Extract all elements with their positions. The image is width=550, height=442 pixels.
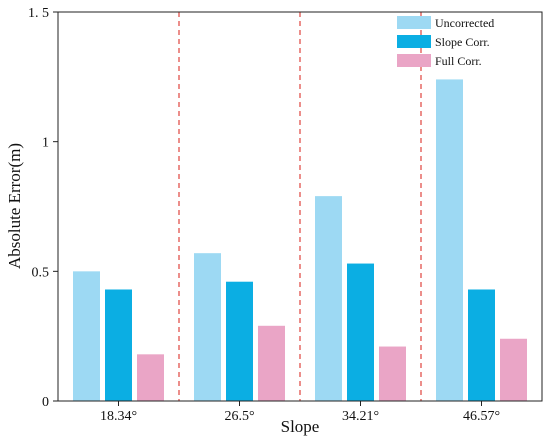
legend-label: Full Corr. — [435, 54, 482, 68]
legend-swatch — [397, 35, 431, 48]
bar — [347, 263, 374, 401]
bar — [258, 325, 285, 401]
x-tick-label: 34.21° — [342, 409, 379, 424]
bar — [500, 338, 527, 401]
bar — [379, 346, 406, 401]
y-axis-title: Absolute Error(m) — [5, 143, 24, 269]
bars-group — [73, 79, 527, 401]
x-tick-label: 46.57° — [463, 409, 500, 424]
legend-swatch — [397, 54, 431, 67]
bar — [436, 79, 463, 401]
bar — [137, 354, 164, 401]
y-tick-label: 0 — [42, 395, 49, 410]
x-tick-label: 26.5° — [224, 409, 254, 424]
y-tick-label: 0.5 — [32, 265, 50, 280]
legend-label: Uncorrected — [435, 16, 494, 30]
legend-swatch — [397, 16, 431, 29]
y-tick-label: 1 — [42, 136, 49, 151]
bar — [315, 196, 342, 401]
category-separators — [178, 12, 422, 401]
legend: Uncorrected Slope Corr. Full Corr. — [397, 16, 494, 68]
x-axis-title: Slope — [281, 417, 320, 436]
x-axis: 18.34° 26.5° 34.21° 46.57° — [100, 401, 500, 424]
bar — [105, 289, 132, 401]
x-tick-label: 18.34° — [100, 409, 137, 424]
bar — [73, 271, 100, 401]
legend-label: Slope Corr. — [435, 35, 490, 49]
bar — [194, 253, 221, 401]
bar — [468, 289, 495, 401]
bar — [226, 281, 253, 401]
y-axis: 0 0.5 1 1. 5 — [28, 6, 58, 410]
y-tick-label: 1. 5 — [28, 6, 49, 21]
plot-frame — [57, 11, 543, 402]
